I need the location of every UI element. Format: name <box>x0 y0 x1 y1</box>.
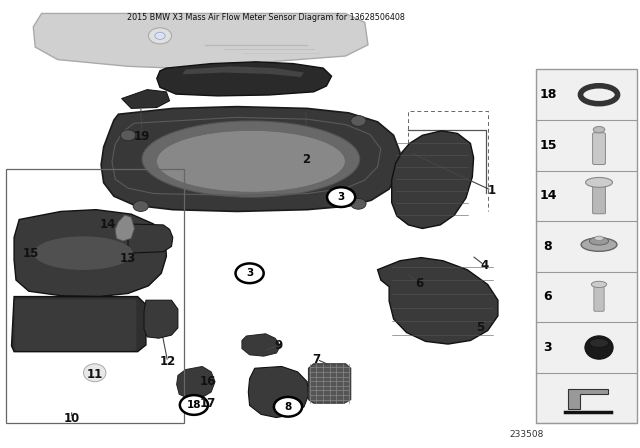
Text: 2: 2 <box>302 153 310 167</box>
Polygon shape <box>248 366 308 418</box>
Polygon shape <box>182 66 304 77</box>
Polygon shape <box>12 297 146 352</box>
Text: 19: 19 <box>134 130 150 143</box>
Text: 8: 8 <box>284 402 292 412</box>
Circle shape <box>236 263 264 283</box>
Ellipse shape <box>586 177 612 187</box>
Text: 10: 10 <box>63 412 80 425</box>
Text: 18: 18 <box>539 88 557 101</box>
Polygon shape <box>33 13 368 68</box>
Text: 18: 18 <box>187 400 201 410</box>
Circle shape <box>327 187 355 207</box>
Text: 12: 12 <box>159 355 176 369</box>
Text: 5: 5 <box>476 320 484 334</box>
Circle shape <box>120 130 136 141</box>
Text: 15: 15 <box>539 139 557 152</box>
Text: 3: 3 <box>543 341 552 354</box>
Ellipse shape <box>142 121 360 197</box>
Text: 2015 BMW X3 Mass Air Flow Meter Sensor Diagram for 13628506408: 2015 BMW X3 Mass Air Flow Meter Sensor D… <box>127 13 404 22</box>
Ellipse shape <box>83 364 106 382</box>
Text: 14: 14 <box>99 218 116 232</box>
Polygon shape <box>177 366 215 399</box>
Polygon shape <box>128 224 173 253</box>
Polygon shape <box>568 389 608 409</box>
Polygon shape <box>14 210 166 297</box>
Circle shape <box>274 397 302 417</box>
Polygon shape <box>308 364 351 403</box>
Ellipse shape <box>585 336 613 359</box>
Text: 16: 16 <box>200 375 216 388</box>
FancyBboxPatch shape <box>593 133 605 164</box>
Circle shape <box>189 399 205 409</box>
Ellipse shape <box>591 281 607 288</box>
Circle shape <box>155 32 165 39</box>
Text: 11: 11 <box>86 367 103 381</box>
Polygon shape <box>157 62 332 96</box>
Polygon shape <box>378 258 498 344</box>
Text: 7: 7 <box>313 353 321 366</box>
Circle shape <box>133 201 148 211</box>
FancyBboxPatch shape <box>594 284 604 311</box>
Text: 233508: 233508 <box>509 430 544 439</box>
Circle shape <box>351 116 366 126</box>
Polygon shape <box>101 107 400 211</box>
Ellipse shape <box>593 126 605 133</box>
FancyBboxPatch shape <box>15 299 136 351</box>
Text: 9: 9 <box>275 339 282 353</box>
Text: 6: 6 <box>543 290 552 303</box>
Circle shape <box>351 198 366 209</box>
Circle shape <box>180 395 208 415</box>
FancyBboxPatch shape <box>536 69 637 423</box>
Text: 8: 8 <box>543 240 552 253</box>
Text: 13: 13 <box>120 252 136 266</box>
Ellipse shape <box>157 130 346 192</box>
Polygon shape <box>392 131 474 228</box>
Polygon shape <box>242 334 280 356</box>
Text: 3: 3 <box>337 192 345 202</box>
Text: 1: 1 <box>488 184 495 197</box>
Polygon shape <box>115 215 134 241</box>
Text: 4: 4 <box>481 258 488 272</box>
Circle shape <box>148 28 172 44</box>
Ellipse shape <box>589 237 609 245</box>
FancyBboxPatch shape <box>593 181 605 214</box>
Text: 3: 3 <box>246 268 253 278</box>
Ellipse shape <box>34 237 133 270</box>
Text: 15: 15 <box>22 246 39 260</box>
Polygon shape <box>144 300 178 338</box>
Ellipse shape <box>581 238 617 251</box>
Text: 17: 17 <box>200 396 216 410</box>
Text: 6: 6 <box>415 276 423 290</box>
Ellipse shape <box>589 339 609 348</box>
Ellipse shape <box>595 236 604 241</box>
Text: 14: 14 <box>539 190 557 202</box>
Polygon shape <box>122 90 170 108</box>
